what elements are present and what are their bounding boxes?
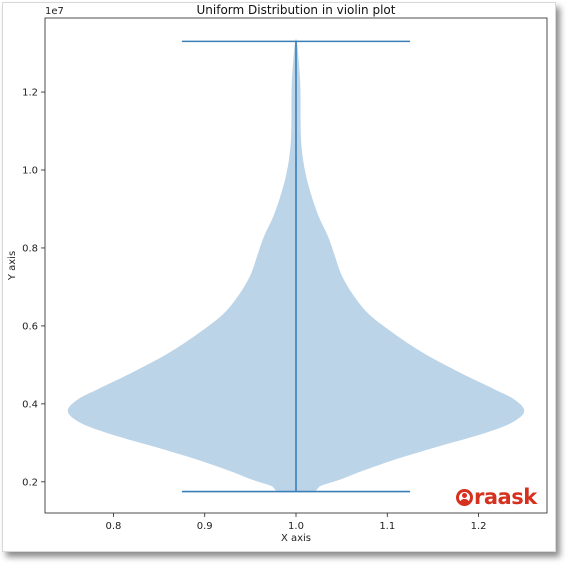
x-axis-ticks: 0.8 0.9 1.0 1.1 1.2 xyxy=(106,513,487,532)
person-circle-icon xyxy=(456,488,473,506)
x-tick-label: 1.0 xyxy=(288,521,304,532)
y-tick-label: 0.2 xyxy=(22,477,38,488)
figure-frame: Uniform Distribution in violin plot 1e7 … xyxy=(2,2,556,552)
logo-text: raask xyxy=(474,485,537,509)
x-tick-label: 1.2 xyxy=(471,521,487,532)
y-tick-label: 0.8 xyxy=(22,243,38,254)
plot-area xyxy=(44,17,548,514)
y-tick-label: 1.0 xyxy=(22,166,38,177)
x-tick-label: 0.9 xyxy=(197,521,213,532)
y-axis-title: Y axis xyxy=(7,251,18,281)
violin-layer xyxy=(67,38,525,493)
y-tick-label: 0.4 xyxy=(22,399,38,410)
x-axis-title: X axis xyxy=(281,533,311,544)
chart-title: Uniform Distribution in violin plot xyxy=(197,3,396,17)
x-tick-label: 0.8 xyxy=(106,521,122,532)
y-tick-label: 1.2 xyxy=(22,88,38,99)
y-axis-offset-label: 1e7 xyxy=(45,6,64,17)
oraask-logo: raask xyxy=(456,485,537,509)
y-axis-ticks: 0.2 0.4 0.6 0.8 1.0 1.2 xyxy=(22,88,45,488)
y-tick-label: 0.6 xyxy=(22,321,38,332)
violin-chart: Uniform Distribution in violin plot 1e7 … xyxy=(7,3,548,544)
x-tick-label: 1.1 xyxy=(379,521,395,532)
